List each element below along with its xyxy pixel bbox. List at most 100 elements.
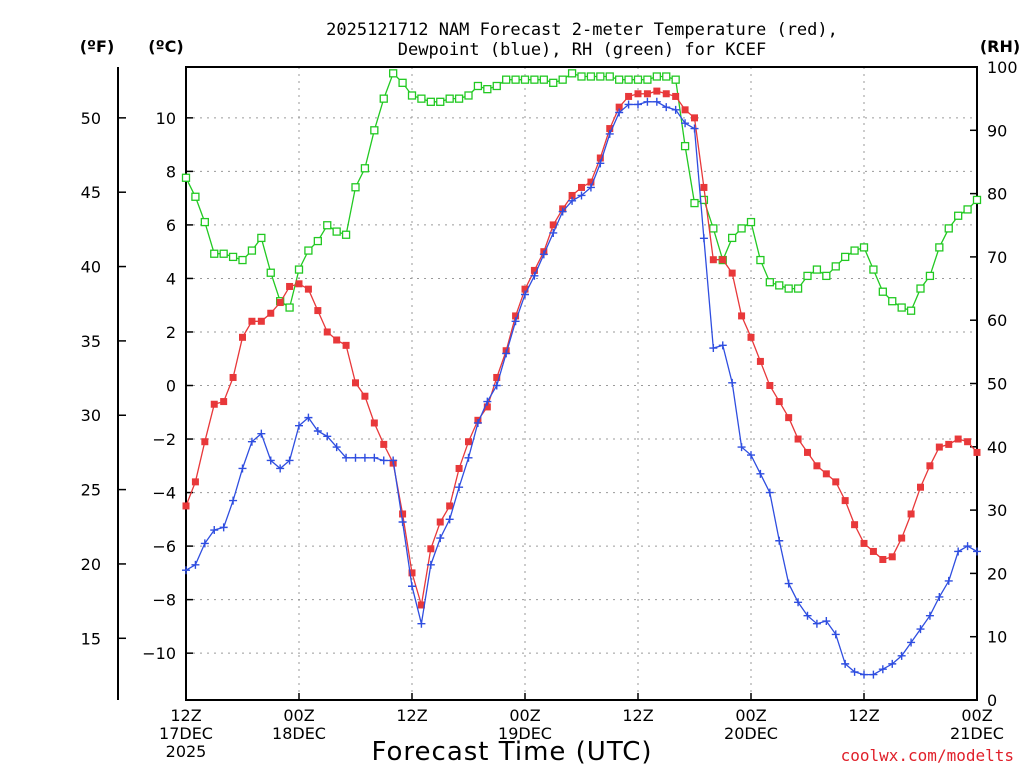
dewpoint-point xyxy=(737,443,746,452)
rh-point xyxy=(605,72,614,81)
rh-point xyxy=(549,78,558,87)
temperature-point xyxy=(775,398,783,406)
dewpoint-point xyxy=(549,228,558,237)
rh-point xyxy=(586,72,596,81)
rh-point xyxy=(304,246,313,255)
celsius-tick-label: −2 xyxy=(152,430,176,449)
rh-point xyxy=(859,243,869,252)
temperature-point xyxy=(869,547,877,555)
dewpoint-point xyxy=(973,547,981,556)
dewpoint-point xyxy=(521,290,529,299)
rh-point xyxy=(332,227,341,236)
temperature-point xyxy=(860,539,868,547)
dewpoint-point xyxy=(295,421,303,430)
rh-point xyxy=(963,205,972,214)
dewpoint-point xyxy=(426,560,435,569)
rh-point xyxy=(464,91,473,100)
rh-point xyxy=(445,94,454,103)
temperature-point xyxy=(483,403,491,411)
temperature-point xyxy=(276,299,284,307)
temperature-point xyxy=(888,553,896,561)
rh-point xyxy=(925,271,935,281)
temperature-point xyxy=(323,328,331,336)
x-tick-label: 19DEC xyxy=(498,724,552,743)
rh-point xyxy=(765,278,774,287)
rh-point xyxy=(954,211,963,220)
dewpoint-point xyxy=(323,432,332,441)
dewpoint-point xyxy=(219,523,228,532)
rh-point xyxy=(323,221,332,230)
rh-point xyxy=(454,94,464,103)
celsius-tick-label: 6 xyxy=(166,216,176,235)
celsius-tick-label: −4 xyxy=(152,484,176,503)
rh-point xyxy=(285,303,294,312)
rh-point xyxy=(398,78,407,87)
rh-point xyxy=(266,268,275,277)
x-tick-label: 12Z xyxy=(396,706,427,725)
dewpoint-point xyxy=(615,108,624,117)
x-tick-label: 00Z xyxy=(735,706,766,725)
rh-point xyxy=(351,183,360,192)
celsius-tick-label: 8 xyxy=(166,162,176,181)
temperature-point xyxy=(408,569,416,577)
fahrenheit-unit-label: (ºF) xyxy=(80,37,115,56)
temperature-point xyxy=(964,438,972,446)
dewpoint-point xyxy=(596,159,605,168)
temperature-point xyxy=(615,103,623,111)
dewpoint-point xyxy=(954,547,963,556)
dewpoint-point xyxy=(436,534,445,543)
dewpoint-point xyxy=(831,630,840,639)
rh-point xyxy=(709,224,718,233)
dewpoint-point xyxy=(577,191,586,200)
temperature-point xyxy=(361,392,369,400)
dewpoint-point xyxy=(907,638,916,647)
dewpoint-point xyxy=(417,619,426,628)
temperature-point xyxy=(427,545,435,553)
dewpoint-point xyxy=(681,119,690,128)
temperature-point xyxy=(634,90,642,98)
rh-point xyxy=(972,195,982,205)
rh-point xyxy=(897,303,906,312)
rh-point xyxy=(436,97,445,106)
rh-tick-label: 40 xyxy=(987,438,1007,457)
rh-point xyxy=(426,97,435,106)
x-axis-title: Forecast Time (UTC) xyxy=(371,737,652,767)
dewpoint-point xyxy=(624,100,633,109)
temperature-point xyxy=(653,87,661,95)
celsius-tick-label: −10 xyxy=(142,644,176,663)
x-tick-label: 00Z xyxy=(961,706,992,725)
dewpoint-point xyxy=(803,611,812,620)
temperature-point xyxy=(239,333,246,341)
dewpoint-point xyxy=(464,453,473,462)
credit-link[interactable]: coolwx.com/modelts xyxy=(841,746,1014,765)
temperature-point xyxy=(785,414,793,422)
temperature-point xyxy=(370,419,378,427)
dewpoint-point xyxy=(247,437,256,446)
fahrenheit-tick-label: 45 xyxy=(81,183,101,202)
dewpoint-series xyxy=(182,97,981,679)
temperature-point xyxy=(493,373,501,381)
dewpoint-point xyxy=(822,617,831,626)
temperature-point xyxy=(804,448,811,456)
rh-tick-label: 50 xyxy=(987,375,1007,394)
x-tick-label: 20DEC xyxy=(724,724,778,743)
dewpoint-point xyxy=(775,536,784,545)
temperature-point xyxy=(549,221,557,229)
temperature-point xyxy=(455,464,463,472)
dewpoint-point xyxy=(634,100,642,109)
rh-point xyxy=(238,255,247,265)
dewpoint-point xyxy=(483,397,492,406)
temperature-point xyxy=(945,440,953,448)
rh-tick-label: 30 xyxy=(987,501,1007,520)
dewpoint-point xyxy=(944,576,953,585)
rh-point xyxy=(680,141,690,151)
rh-point xyxy=(360,164,370,173)
temperature-point xyxy=(210,400,218,408)
dewpoint-point xyxy=(671,105,680,114)
temperature-point xyxy=(446,502,454,510)
temperature-point xyxy=(596,154,604,162)
series-layer xyxy=(181,69,982,679)
rh-point xyxy=(831,262,840,271)
dewpoint-point xyxy=(963,542,972,551)
x-tick-label: 12Z xyxy=(170,706,201,725)
